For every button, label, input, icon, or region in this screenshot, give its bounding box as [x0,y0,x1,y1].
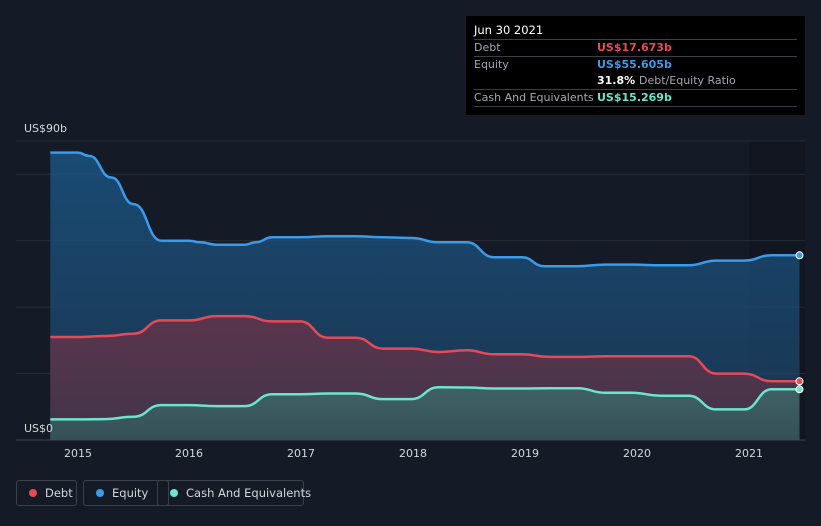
equity-line [50,151,800,268]
series-areas [50,152,800,440]
x-tick-label: 2017 [287,447,315,460]
tooltip-bottom-rule [474,106,797,123]
legend-equity-dot [96,489,104,497]
tooltip-debt-row: Debt US$17.673b [474,39,797,56]
y-axis-min-label: US$0 [24,422,53,435]
tooltip-ratio-row: 31.8% Debt/Equity Ratio [474,73,797,89]
tooltip-debt-label: Debt [474,41,501,54]
x-tick-label: 2015 [64,447,92,460]
tooltip-equity-value: US$55.605b [597,58,672,71]
cash-area [50,387,800,440]
tooltip-ratio-label: Debt/Equity Ratio [639,74,736,87]
tooltip-cash-value: US$15.269b [597,91,672,104]
cash-line [50,385,800,421]
legend-debt-label: Debt [45,486,73,500]
legend-debt-dot [29,489,37,497]
end-markers [795,251,804,394]
tooltip-panel: Jun 30 2021 Debt US$17.673b Equity US$55… [466,16,805,115]
tooltip-equity-row: Equity US$55.605b [474,56,797,73]
legend-equity-label: Equity [112,486,149,500]
x-tick-label: 2018 [399,447,427,460]
tooltip-ratio: 31.8% Debt/Equity Ratio [597,73,736,89]
cash-end-marker [795,385,804,394]
tooltip-debt-value: US$17.673b [597,41,672,54]
legend-cash-label: Cash And Equivalents [186,486,312,500]
x-tick-label: 2016 [175,447,203,460]
debt-line [50,314,800,383]
legend-item-equity[interactable]: Equity [83,480,169,506]
tooltip-equity-label: Equity [474,58,509,71]
tooltip-ratio-value: 31.8% [597,74,636,87]
series-lines [50,151,800,421]
tooltip-cash-label: Cash And Equivalents [474,91,594,104]
debt-end-marker [795,377,804,386]
y-axis-max-label: US$90b [24,122,67,135]
x-tick-label: 2019 [511,447,539,460]
legend-item-debt[interactable]: Debt [16,480,77,506]
tooltip-cash-row: Cash And Equivalents US$15.269b [474,89,797,106]
x-tick-label: 2020 [623,447,651,460]
x-tick-labels: 2015 2016 2017 2018 2019 2020 2021 [64,447,763,460]
x-tick-label: 2021 [735,447,763,460]
legend-cash-dot [170,489,178,497]
equity-end-marker [795,251,804,260]
tooltip-date: Jun 30 2021 [474,23,544,37]
legend-item-cash[interactable]: Cash And Equivalents [157,480,311,506]
